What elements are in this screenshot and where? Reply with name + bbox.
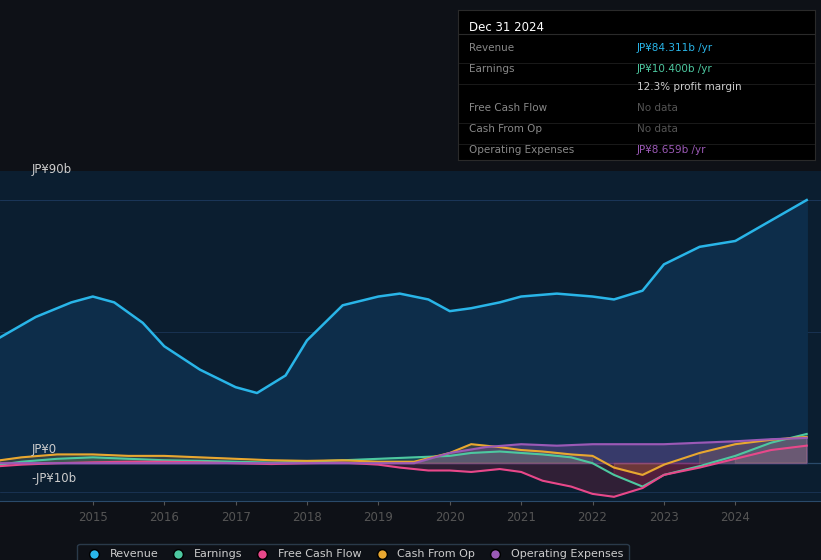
- Text: No data: No data: [637, 103, 677, 113]
- Text: -JP¥10b: -JP¥10b: [31, 472, 76, 486]
- Text: JP¥84.311b /yr: JP¥84.311b /yr: [637, 43, 713, 53]
- Text: Operating Expenses: Operating Expenses: [469, 145, 574, 155]
- Text: JP¥10.400b /yr: JP¥10.400b /yr: [637, 64, 713, 74]
- Text: JP¥0: JP¥0: [31, 442, 57, 456]
- Text: Cash From Op: Cash From Op: [469, 124, 542, 134]
- Text: JP¥8.659b /yr: JP¥8.659b /yr: [637, 145, 706, 155]
- Text: Free Cash Flow: Free Cash Flow: [469, 103, 547, 113]
- Text: JP¥90b: JP¥90b: [31, 164, 71, 176]
- Legend: Revenue, Earnings, Free Cash Flow, Cash From Op, Operating Expenses: Revenue, Earnings, Free Cash Flow, Cash …: [77, 544, 629, 560]
- Text: No data: No data: [637, 124, 677, 134]
- Text: Earnings: Earnings: [469, 64, 514, 74]
- Text: 12.3% profit margin: 12.3% profit margin: [637, 82, 741, 92]
- Text: Revenue: Revenue: [469, 43, 514, 53]
- Text: Dec 31 2024: Dec 31 2024: [469, 21, 544, 34]
